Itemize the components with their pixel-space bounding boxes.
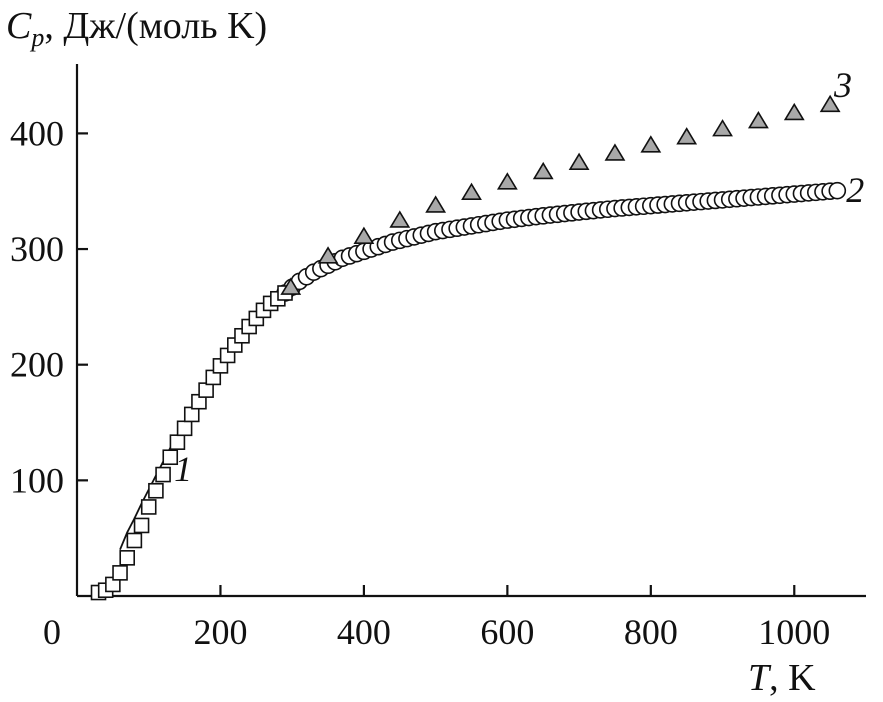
series-1-marker <box>155 466 171 483</box>
curve-label-3: 3 <box>833 65 852 105</box>
series-1-marker <box>176 420 193 437</box>
fit-curve-group <box>119 248 365 551</box>
curve-annotations: 1 2 3 <box>174 65 864 489</box>
x-tick-label: 400 <box>337 612 391 652</box>
series-3-marker <box>712 119 733 137</box>
y-tick-label: 100 <box>10 460 64 500</box>
series-1-marker <box>126 532 143 549</box>
series-1-marker <box>119 550 136 566</box>
y-axis-title-subscript: p <box>29 23 44 52</box>
x-ticks: 0 200 400 600 800 1000 <box>43 585 830 652</box>
series-3-marker <box>353 226 375 244</box>
series-3-marker <box>676 127 698 145</box>
y-tick-label: 400 <box>10 113 64 153</box>
fit-curve-line <box>119 248 365 551</box>
series-3-marker <box>819 94 841 113</box>
series-1-marker <box>140 499 157 515</box>
series-3-marker <box>425 195 447 213</box>
x-tick-label: 600 <box>480 612 534 652</box>
series-3-marker <box>317 246 339 264</box>
x-tick-label: 800 <box>624 612 678 652</box>
series-1-marker <box>198 382 214 398</box>
series-3-marker <box>280 277 302 295</box>
x-tick-label: 200 <box>193 612 247 652</box>
curve-label-1: 1 <box>174 449 192 489</box>
series-1-marker <box>169 434 186 450</box>
series-3-marker <box>747 110 769 129</box>
y-tick-label: 200 <box>10 345 64 385</box>
series-1-marker <box>162 449 179 466</box>
series-1-marker <box>183 406 200 423</box>
y-axis-title: Cp, Дж/(моль K) <box>6 5 267 52</box>
series-1-marker <box>133 517 150 534</box>
series-3-marker <box>496 172 518 190</box>
series-2-marker <box>828 181 847 200</box>
series-3-marker <box>640 135 662 153</box>
y-ticks: 100 200 300 400 <box>10 113 88 500</box>
y-tick-label: 300 <box>10 229 64 269</box>
x-tick-label: 0 <box>43 612 61 652</box>
series-3-marker <box>389 210 411 228</box>
curve-label-2: 2 <box>846 170 864 210</box>
x-tick-label: 1000 <box>758 612 830 652</box>
series-3-marker <box>568 152 590 170</box>
series-3-marker <box>532 161 554 180</box>
data-markers <box>90 94 847 601</box>
y-axis-title-symbol: C <box>6 5 32 47</box>
x-axis-title: T, K <box>748 657 816 699</box>
y-axis-title-units: , Дж/(моль K) <box>44 5 267 47</box>
x-axis-title-units: , K <box>769 657 816 699</box>
series-3-marker <box>604 143 626 161</box>
series-3-marker <box>461 182 482 201</box>
axes <box>75 64 866 598</box>
series-3-marker <box>783 102 805 121</box>
series-1-marker <box>112 565 128 581</box>
series-1-marker <box>148 482 164 499</box>
x-axis-title-symbol: T <box>748 657 772 699</box>
